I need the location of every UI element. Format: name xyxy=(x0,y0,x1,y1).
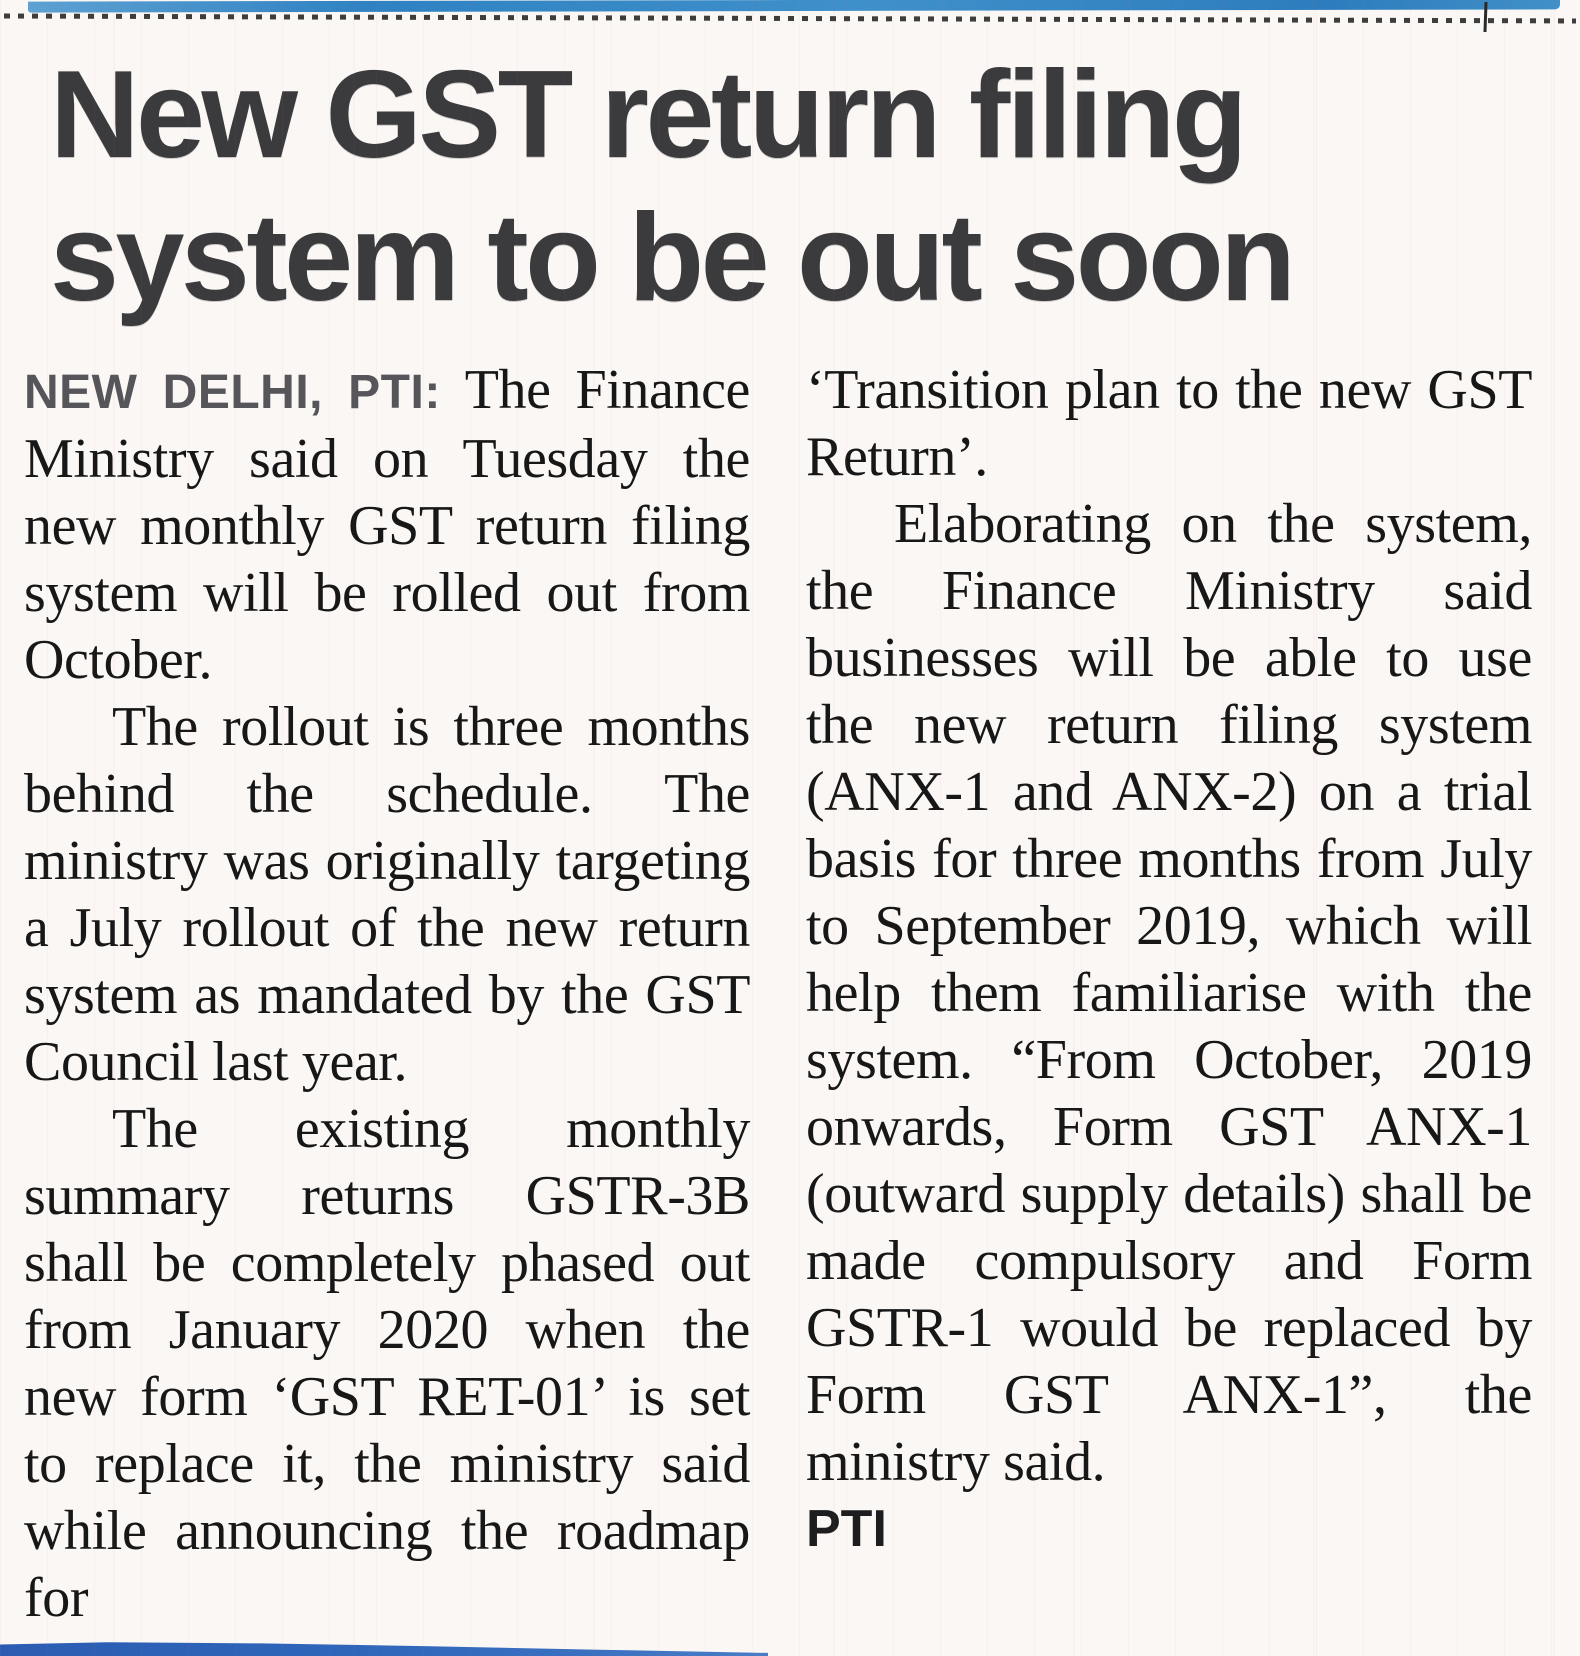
top-edge-blue-strip xyxy=(27,0,1561,13)
headline-line-1: New GST return filing xyxy=(50,46,1248,184)
article-paragraph: NEW DELHI, PTI: The Finance Ministry sai… xyxy=(24,357,750,694)
dotted-rule xyxy=(3,13,1577,24)
scan-tick-mark xyxy=(1483,1,1488,33)
article-paragraph: The existing monthly summary returns GST… xyxy=(24,1098,750,1630)
headline: New GST return filing system to be out s… xyxy=(50,44,1540,329)
dateline: NEW DELHI, PTI: xyxy=(24,366,441,420)
byline: PTI xyxy=(806,1500,887,1559)
column-left: NEW DELHI, PTI: The Finance Ministry sai… xyxy=(24,357,750,1632)
bottom-edge-blue-strip xyxy=(0,1642,768,1656)
column-right: ‘Transition plan to the new GST Return’.… xyxy=(806,357,1532,1632)
article-body: NEW DELHI, PTI: The Finance Ministry sai… xyxy=(0,329,1580,1632)
headline-line-2: system to be out soon xyxy=(50,188,1296,327)
article-paragraph-continuation: ‘Transition plan to the new GST Return’. xyxy=(806,359,1532,489)
article-paragraph: The rollout is three months behind the s… xyxy=(24,696,750,1094)
paragraph-text: The Finance Ministry said on Tuesday the… xyxy=(24,359,750,692)
article-paragraph: Elaborating on the system, the Finance M… xyxy=(806,493,1532,1494)
